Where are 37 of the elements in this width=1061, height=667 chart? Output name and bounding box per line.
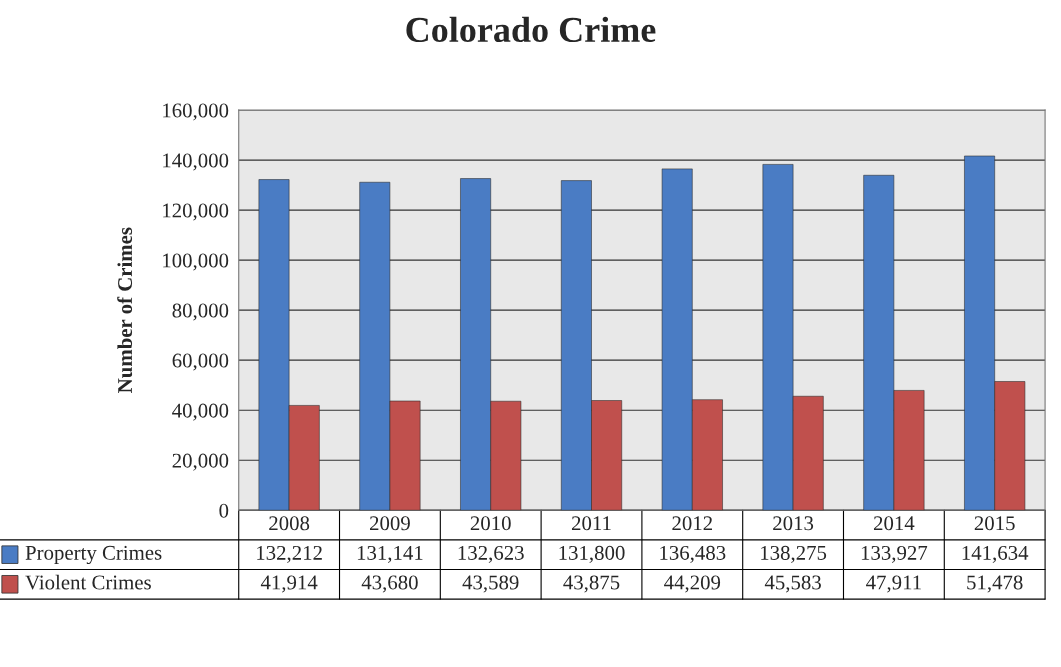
x-tick-label: 2015 [974,516,1015,531]
x-tick-label: 2014 [873,516,915,531]
y-tick-label: 20,000 [172,453,229,471]
x-tick-label: 2010 [470,516,511,531]
x-tick-label: 2011 [571,516,611,531]
x-tick-label: 2009 [370,516,410,531]
data-label: 45,583 [764,575,821,593]
y-tick-label: 60,000 [172,353,229,371]
data-label: 132,212 [257,545,322,563]
y-tick-label: 160,000 [163,103,229,121]
y-tick-label: 140,000 [163,153,229,171]
data-label: 41,914 [260,575,318,593]
data-label: 136,483 [660,545,726,563]
data-label: 43,589 [462,575,519,593]
y-axis-title: Number of Crimes [117,227,133,393]
x-tick-label: 2013 [773,516,814,531]
x-tick-label: 2008 [269,516,310,531]
y-tick-label: 80,000 [172,303,229,321]
x-tick-label: 2012 [672,516,712,531]
data-label: 132,623 [458,545,524,563]
chart-title: Colorado Crime [406,16,656,43]
data-label: 133,927 [861,545,928,563]
data-label: 51,478 [967,575,1023,593]
y-tick-label: 100,000 [163,253,229,271]
data-label: 141,634 [962,545,1029,563]
legend-label: Violent Crimes [25,574,151,590]
y-tick-label: 0 [219,503,229,518]
y-tick-label: 120,000 [163,203,229,221]
data-label: 43,680 [361,575,418,593]
data-label: 138,275 [761,545,827,563]
data-label: 47,911 [866,575,921,593]
data-label: 44,209 [664,575,721,593]
legend-label: Property Crimes [25,545,162,565]
data-label: 43,875 [563,575,620,593]
data-label: 131,800 [559,545,625,563]
y-tick-label: 40,000 [172,403,229,421]
data-label: 131,141 [357,545,423,563]
